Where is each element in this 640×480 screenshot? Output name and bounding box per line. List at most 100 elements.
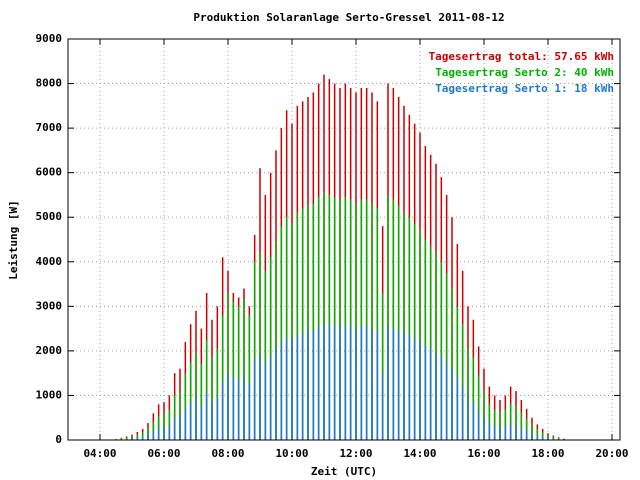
- legend-entry: Tagesertrag total: 57.65 kWh: [429, 50, 614, 63]
- bar: [445, 362, 448, 440]
- y-tick-label: 6000: [36, 166, 63, 179]
- bar: [408, 335, 411, 440]
- bar: [243, 377, 245, 440]
- bar: [525, 418, 528, 440]
- bar: [125, 438, 128, 440]
- bar: [221, 382, 224, 440]
- bar: [531, 432, 533, 440]
- bar: [483, 390, 485, 440]
- bar: [296, 212, 299, 440]
- bar: [205, 393, 208, 440]
- bar: [307, 206, 309, 440]
- bar: [205, 339, 208, 440]
- bar: [344, 197, 347, 440]
- y-tick-label: 3000: [36, 299, 63, 312]
- x-tick-label: 10:00: [275, 447, 308, 460]
- y-tick-label: 7000: [36, 121, 63, 134]
- bar: [216, 397, 219, 440]
- bar: [360, 199, 363, 440]
- bar: [333, 197, 336, 440]
- bar: [157, 428, 160, 440]
- bar: [237, 306, 240, 440]
- bar: [291, 339, 293, 440]
- bar: [189, 362, 192, 440]
- bar: [141, 432, 144, 440]
- bar: [264, 362, 267, 440]
- bar: [248, 315, 251, 440]
- bar: [355, 328, 357, 440]
- bar: [531, 424, 533, 440]
- bar: [381, 373, 384, 440]
- bar: [488, 403, 491, 440]
- x-tick-label: 04:00: [83, 447, 116, 460]
- x-axis-label: Zeit (UTC): [311, 465, 377, 478]
- bar: [392, 199, 395, 440]
- bar: [413, 223, 416, 440]
- bar: [509, 403, 512, 440]
- y-tick-label: 0: [55, 433, 62, 446]
- bar: [253, 261, 256, 440]
- bar: [195, 353, 197, 440]
- bar: [424, 346, 427, 440]
- y-tick-label: 1000: [36, 388, 63, 401]
- plot-frame: [67, 38, 621, 441]
- y-axis-label: Leistung [W]: [7, 200, 20, 279]
- bar: [195, 397, 197, 440]
- bar: [365, 326, 368, 440]
- bar: [467, 348, 469, 440]
- bar: [323, 324, 325, 440]
- bar: [541, 436, 544, 440]
- bar: [520, 412, 523, 440]
- y-tick-label: 9000: [36, 32, 63, 45]
- bar: [189, 402, 192, 440]
- bar: [472, 402, 475, 440]
- bar: [227, 292, 229, 440]
- bar: [520, 427, 523, 440]
- bar: [461, 386, 464, 440]
- bar: [419, 341, 421, 440]
- bar: [552, 438, 555, 440]
- bar: [419, 230, 421, 440]
- bar: [173, 417, 176, 440]
- bar: [456, 306, 459, 440]
- bar: [509, 423, 512, 440]
- bar: [301, 333, 304, 440]
- bar: [451, 368, 453, 440]
- bar: [488, 423, 491, 440]
- bar: [515, 424, 517, 440]
- bar: [285, 337, 288, 440]
- bar: [397, 330, 400, 440]
- bar: [125, 437, 128, 440]
- bar: [451, 288, 453, 440]
- bar: [163, 427, 165, 440]
- bar: [387, 326, 389, 440]
- y-tick-label: 2000: [36, 344, 63, 357]
- bar: [477, 411, 480, 440]
- x-tick-label: 16:00: [467, 447, 500, 460]
- bar: [467, 397, 469, 440]
- bar: [237, 379, 240, 440]
- bar: [541, 432, 544, 440]
- bar: [376, 208, 379, 440]
- bar: [275, 241, 277, 440]
- bar: [317, 326, 320, 440]
- bar: [493, 409, 496, 440]
- bar: [184, 407, 187, 440]
- bar: [504, 409, 507, 440]
- bar: [515, 406, 517, 440]
- bar: [211, 402, 213, 440]
- bar: [461, 324, 464, 440]
- x-tick-label: 06:00: [147, 447, 180, 460]
- bar: [200, 404, 203, 440]
- bar: [355, 203, 357, 440]
- bar: [248, 384, 251, 440]
- y-tick-label: 5000: [36, 210, 63, 223]
- bar: [483, 417, 485, 440]
- bar: [296, 335, 299, 440]
- y-tick-label: 4000: [36, 255, 63, 268]
- bar: [232, 301, 235, 440]
- bar: [435, 353, 437, 440]
- bar: [536, 429, 539, 440]
- bar: [136, 437, 139, 440]
